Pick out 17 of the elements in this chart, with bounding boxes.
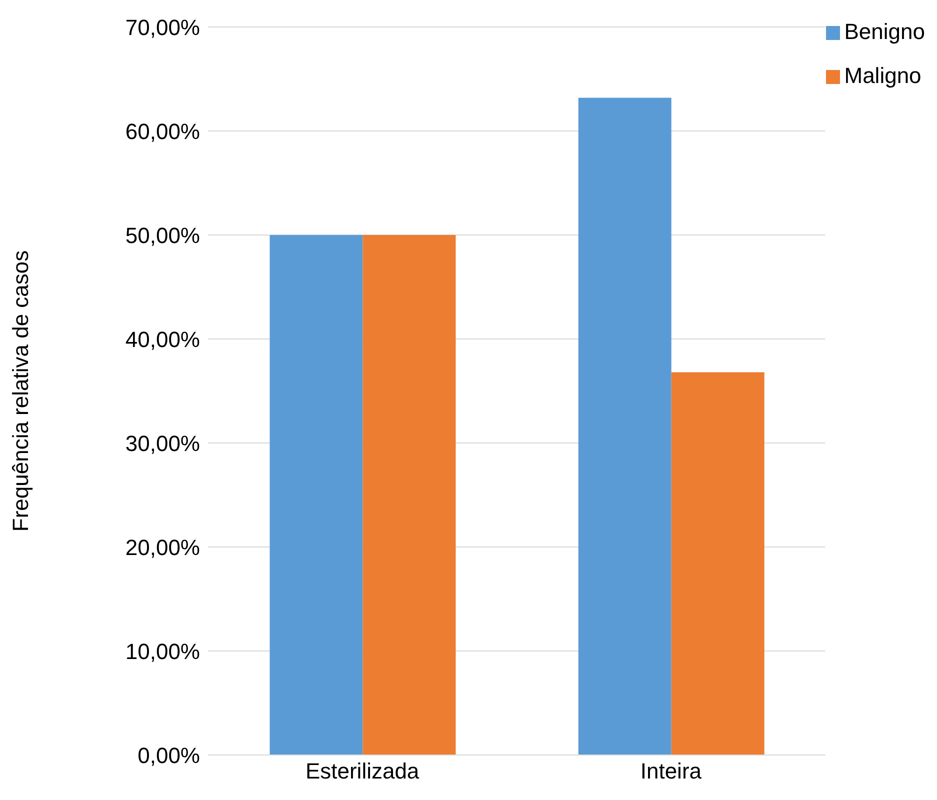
y-axis-title: Frequência relativa de casos	[8, 250, 33, 532]
y-tick-label: 70,00%	[125, 14, 200, 40]
legend-label: Benigno	[844, 19, 925, 44]
legend-label: Maligno	[844, 63, 922, 88]
y-tick-label: 0,00%	[138, 742, 200, 768]
bar	[671, 372, 764, 755]
x-tick-label: Inteira	[640, 758, 702, 784]
y-tick-label: 10,00%	[125, 638, 200, 664]
bar	[270, 235, 363, 755]
y-tick-label: 30,00%	[125, 430, 200, 456]
y-tick-label: 40,00%	[125, 326, 200, 352]
x-tick-label: Esterilizada	[305, 758, 420, 784]
y-tick-label: 20,00%	[125, 534, 200, 560]
bar	[362, 235, 456, 755]
bar	[578, 98, 672, 755]
y-tick-label: 50,00%	[125, 222, 200, 248]
y-tick-label: 60,00%	[125, 118, 200, 144]
